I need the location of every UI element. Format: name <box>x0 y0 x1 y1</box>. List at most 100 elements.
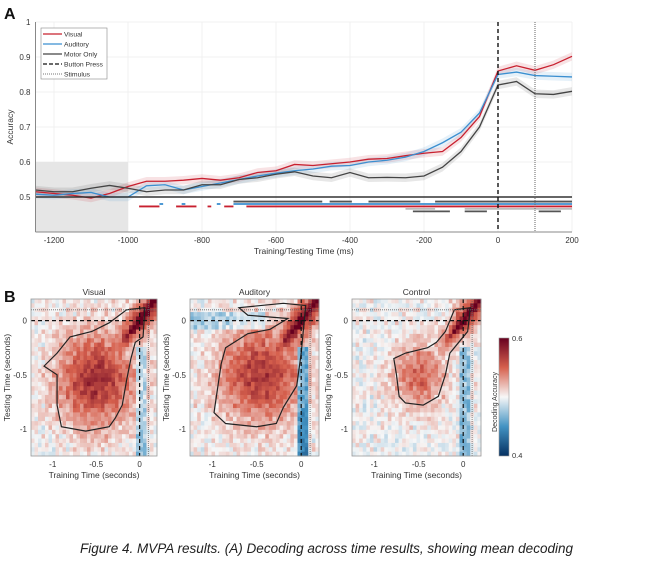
heatmap-cell <box>304 364 309 370</box>
heatmap-cell <box>94 320 98 326</box>
heatmap-cell <box>405 346 410 352</box>
heatmap-cell <box>276 360 280 365</box>
heatmap-cell <box>265 421 270 426</box>
heatmap-cell <box>55 325 60 330</box>
heatmap-cell <box>125 425 130 431</box>
heatmap-cell <box>69 329 74 335</box>
heatmap-cell <box>366 381 371 387</box>
heatmap-cell <box>31 342 35 348</box>
heatmap-cell <box>190 438 194 444</box>
heatmap-cell <box>359 312 364 317</box>
heatmap-cell <box>129 364 133 370</box>
heatmap-cell <box>283 425 288 431</box>
heatmap-cell <box>62 325 67 330</box>
heatmap-cell <box>143 416 147 422</box>
heatmap-cell <box>55 351 60 357</box>
heatmap-cell <box>455 421 460 426</box>
heatmap-cell <box>430 316 435 322</box>
heatmap-cell <box>197 346 202 352</box>
heatmap-cell <box>276 403 280 409</box>
heatmap-cell <box>395 312 399 317</box>
heatmap-cell <box>272 351 277 357</box>
heatmap-cell <box>279 338 284 344</box>
heatmap-cell <box>459 346 464 352</box>
heatmap-cell <box>355 329 360 335</box>
heatmap-cell <box>258 320 263 326</box>
heatmap-cell <box>240 434 245 439</box>
heatmap-cell <box>395 394 399 400</box>
heatmap-cell <box>402 355 407 361</box>
heatmap-cell <box>261 408 266 413</box>
colorbar-bar <box>498 337 510 457</box>
heatmap-cell <box>52 373 56 378</box>
heatmap-cell <box>204 408 209 413</box>
heatmap-cell <box>416 316 421 322</box>
heatmap-cell <box>80 360 84 365</box>
heatmap-cell <box>463 333 468 339</box>
heatmap-cell <box>290 403 295 409</box>
heatmap-cell <box>315 429 320 435</box>
heatmap-cell <box>366 360 371 365</box>
heatmap-cell <box>139 342 144 348</box>
heatmap-cell <box>423 329 428 335</box>
heatmap-cell <box>200 351 205 357</box>
heatmap-cell <box>150 312 154 317</box>
heatmap-cell <box>416 364 421 370</box>
heatmap-cell <box>132 412 137 418</box>
heatmap-cell <box>229 399 234 405</box>
heatmap-cell <box>420 421 425 426</box>
heatmap-cell <box>254 425 259 431</box>
heatmap-cell <box>129 333 133 339</box>
heatmap-cell <box>452 399 457 405</box>
heatmap-cell <box>45 316 49 322</box>
heatmap-cell <box>448 338 453 344</box>
heatmap-cell <box>355 438 360 444</box>
heatmap-cell <box>434 329 439 335</box>
heatmap-cell <box>261 351 266 357</box>
heatmap-cell <box>463 447 468 453</box>
heatmap-cell <box>104 333 109 339</box>
heatmap-cell <box>45 338 49 344</box>
heatmap-cell <box>398 355 403 361</box>
heatmap-cell <box>301 299 306 304</box>
heatmap-cell <box>136 425 140 431</box>
heatmap-cell <box>146 408 151 413</box>
heatmap-cell <box>80 381 84 387</box>
heatmap-cell <box>193 421 198 426</box>
heatmap-cell <box>193 329 198 335</box>
heatmap-cell <box>441 447 446 453</box>
heatmap-cell <box>355 447 360 453</box>
heatmap-cell <box>297 377 302 383</box>
heatmap-cell <box>207 355 212 361</box>
heatmap-cell <box>279 381 284 387</box>
heatmap-cell <box>362 368 367 374</box>
heatmap-cell <box>261 377 266 383</box>
heatmap-cell <box>62 312 67 317</box>
heatmap-cell <box>268 425 273 431</box>
heatmap-cell <box>455 329 460 335</box>
heatmap-cell <box>45 412 49 418</box>
heatmap-cell <box>69 421 74 426</box>
heatmap-cell <box>233 377 237 383</box>
heatmap-cell <box>250 403 255 409</box>
heatmap-cell <box>477 320 482 326</box>
heatmap-cell <box>405 408 410 413</box>
heatmap-cell <box>377 425 382 431</box>
heatmap-cell <box>200 355 205 361</box>
heatmap-cell <box>272 329 277 335</box>
heatmap-cell <box>420 320 425 326</box>
heatmap-cell <box>41 408 46 413</box>
heatmap-cell <box>455 320 460 326</box>
heatmap-cell <box>48 364 53 370</box>
heatmap-cell <box>373 351 378 357</box>
heatmap-cell <box>452 299 457 304</box>
heatmap-cell <box>398 434 403 439</box>
y-tick-label: 0.5 <box>19 193 31 202</box>
heatmap-cell <box>236 408 241 413</box>
heatmap-cell <box>115 329 119 335</box>
heatmap-cell <box>34 416 39 422</box>
heatmap-cell <box>73 307 77 313</box>
heatmap-cell <box>222 364 227 370</box>
heatmap-cell <box>104 355 109 361</box>
heatmap-cell <box>190 416 194 422</box>
